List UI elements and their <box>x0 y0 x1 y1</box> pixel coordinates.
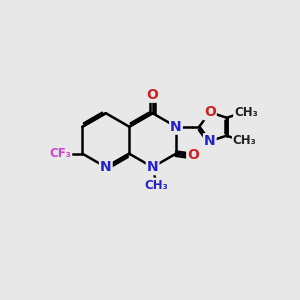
Text: N: N <box>147 160 158 174</box>
Text: CF₃: CF₃ <box>50 147 71 160</box>
Text: N: N <box>170 120 182 134</box>
Text: CH₃: CH₃ <box>144 178 168 192</box>
Text: CH₃: CH₃ <box>234 106 258 119</box>
Text: O: O <box>147 88 158 102</box>
Text: N: N <box>204 134 216 148</box>
Text: CH₃: CH₃ <box>233 134 256 147</box>
Text: O: O <box>204 105 216 119</box>
Text: N: N <box>100 160 112 174</box>
Text: O: O <box>187 148 199 162</box>
